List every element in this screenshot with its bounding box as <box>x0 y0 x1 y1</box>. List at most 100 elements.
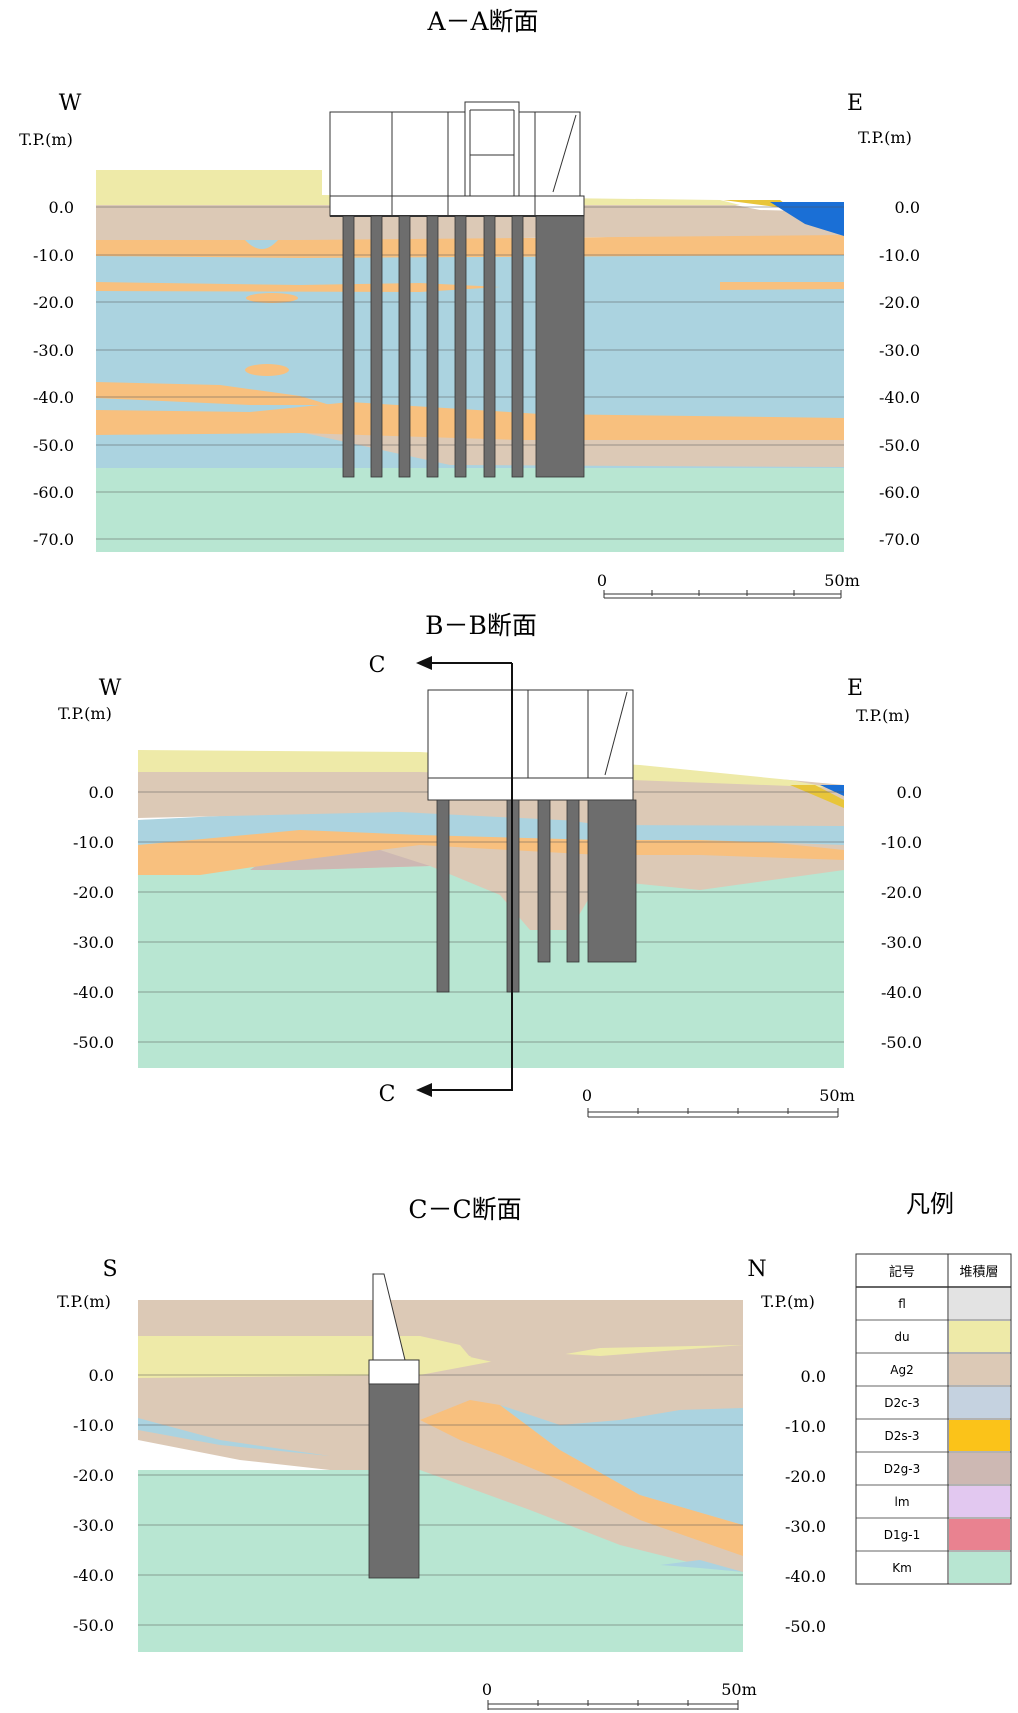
legend-swatch <box>949 1519 1010 1550</box>
aa-layer-ag2-upper <box>96 202 844 240</box>
cc-left-tick: -40.0 <box>73 1566 114 1585</box>
section-aa-strata <box>96 170 844 552</box>
aa-scale-zero: 0 <box>597 571 607 590</box>
cc-layer-d2c3 <box>500 1405 743 1525</box>
cc-scale-zero: 0 <box>482 1680 492 1699</box>
section-cc-left-unit: T.P.(m) <box>57 1292 111 1311</box>
bb-revetment <box>790 785 844 808</box>
legend-title: 凡例 <box>906 1190 954 1218</box>
legend-symbol: fl <box>898 1297 906 1311</box>
section-cc-right-ticks: 0.0 -10.0 -20.0 -30.0 -40.0 -50.0 <box>785 1367 826 1636</box>
aa-left-tick: -60.0 <box>33 483 74 502</box>
aa-lens-d2s3-b <box>245 364 289 376</box>
legend-swatch <box>949 1453 1010 1484</box>
legend-swatch <box>949 1354 1010 1385</box>
bb-right-tick: -20.0 <box>881 883 922 902</box>
bb-right-tick: -50.0 <box>881 1033 922 1052</box>
section-bb-left-direction: W <box>99 676 122 701</box>
section-bb-scale-bar: 0 50m <box>582 1086 855 1118</box>
cut-label-top: C <box>369 653 386 678</box>
legend-row: D2s-3 <box>856 1420 1011 1453</box>
cc-lens-d2c3 <box>138 1418 330 1456</box>
section-bb-right-direction: E <box>847 676 863 701</box>
legend-symbol: D2s-3 <box>884 1429 919 1443</box>
aa-piles <box>342 215 585 478</box>
legend-symbol: lm <box>894 1495 909 1509</box>
aa-left-tick: -40.0 <box>33 388 74 407</box>
section-aa-right-unit: T.P.(m) <box>858 128 912 147</box>
section-cc-scale-bar: 0 50m <box>482 1680 757 1710</box>
legend-row: du <box>856 1321 1011 1354</box>
section-aa-left-ticks: 0.0 -10.0 -20.0 -30.0 -40.0 -50.0 -60.0 … <box>33 198 74 549</box>
legend-header-layer: 堆積層 <box>959 1265 998 1280</box>
section-bb: B－B断面 W E T.P.(m) T.P.(m) <box>58 611 922 1118</box>
bb-scale-end: 50m <box>819 1086 855 1105</box>
legend-symbol: Ag2 <box>890 1363 913 1377</box>
legend-symbol: du <box>894 1330 909 1344</box>
aa-right-tick: -10.0 <box>879 246 920 265</box>
legend-rows: fl du Ag2 D2c-3 D2s-3 D2g-3 lm D1g-1 Km <box>856 1288 1011 1585</box>
cc-mound <box>470 1345 743 1368</box>
bb-right-tick: -30.0 <box>881 933 922 952</box>
legend-swatch <box>949 1288 1010 1319</box>
cc-left-tick: -20.0 <box>73 1466 114 1485</box>
aa-right-tick: -70.0 <box>879 530 920 549</box>
legend-swatch <box>949 1420 1010 1451</box>
aa-left-tick: 0.0 <box>49 198 74 217</box>
bb-left-tick: -20.0 <box>73 883 114 902</box>
aa-scale-end: 50m <box>824 571 860 590</box>
legend-symbol: D1g-1 <box>884 1528 920 1542</box>
bb-scale-zero: 0 <box>582 1086 592 1105</box>
legend-row: D1g-1 <box>856 1519 1011 1552</box>
bb-right-tick: 0.0 <box>897 783 922 802</box>
aa-right-tick: -30.0 <box>879 341 920 360</box>
cc-right-tick: -40.0 <box>785 1567 826 1586</box>
section-cc-strata <box>138 1300 743 1652</box>
section-aa-right-ticks: 0.0 -10.0 -20.0 -30.0 -40.0 -50.0 -60.0 … <box>879 198 920 549</box>
section-cc-right-direction: N <box>747 1257 766 1282</box>
section-cc: C－C断面 S N T.P.(m) T.P.(m) <box>57 1195 826 1710</box>
section-aa-right-direction: E <box>847 91 863 116</box>
legend-symbol: Km <box>892 1561 912 1575</box>
cc-right-tick: 0.0 <box>801 1367 826 1386</box>
section-aa-structure <box>329 101 585 478</box>
bb-left-tick: -30.0 <box>73 933 114 952</box>
cut-arrow-bottom-icon <box>416 1083 432 1097</box>
legend-swatch <box>949 1486 1010 1517</box>
bb-left-tick: 0.0 <box>89 783 114 802</box>
legend: 凡例 記号 堆積層 fl du Ag2 D2c-3 D2s-3 D2g-3 lm D1g-1 K… <box>855 1190 1012 1585</box>
aa-lens-d2s3-a <box>96 382 330 405</box>
cut-label-bottom: C <box>379 1082 396 1107</box>
section-bb-left-ticks: 0.0 -10.0 -20.0 -30.0 -40.0 -50.0 <box>73 783 114 1052</box>
cc-left-tick: 0.0 <box>89 1366 114 1385</box>
bb-left-tick: -10.0 <box>73 833 114 852</box>
section-aa: A－A断面 W E T.P.(m) T.P.(m) <box>19 7 920 599</box>
section-aa-title: A－A断面 <box>426 7 538 36</box>
legend-header-symbol: 記号 <box>889 1264 915 1280</box>
cc-layer-d2s3 <box>420 1400 743 1556</box>
aa-left-tick: -70.0 <box>33 530 74 549</box>
cc-left-tick: -10.0 <box>73 1416 114 1435</box>
legend-symbol: D2g-3 <box>884 1462 920 1476</box>
section-aa-scale-bar: 0 50m <box>597 571 860 599</box>
bb-right-tick: -10.0 <box>881 833 922 852</box>
aa-left-tick: -10.0 <box>33 246 74 265</box>
aa-left-tick: -50.0 <box>33 436 74 455</box>
legend-row: lm <box>856 1486 1011 1519</box>
cc-lens-clay <box>660 1560 743 1572</box>
bb-sea <box>820 785 844 796</box>
aa-left-tick: -30.0 <box>33 341 74 360</box>
section-bb-right-ticks: 0.0 -10.0 -20.0 -30.0 -40.0 -50.0 <box>881 783 922 1052</box>
cc-pile <box>368 1383 420 1579</box>
aa-right-tick: -50.0 <box>879 436 920 455</box>
section-cc-right-unit: T.P.(m) <box>761 1292 815 1311</box>
cc-right-tick: -20.0 <box>785 1467 826 1486</box>
aa-layer-du <box>96 170 740 205</box>
cc-left-tick: -50.0 <box>73 1616 114 1635</box>
aa-right-tick: 0.0 <box>895 198 920 217</box>
cc-scale-end: 50m <box>721 1680 757 1699</box>
bb-left-tick: -50.0 <box>73 1033 114 1052</box>
cc-right-tick: -30.0 <box>785 1517 826 1536</box>
section-cc-left-ticks: 0.0 -10.0 -20.0 -30.0 -40.0 -50.0 <box>73 1366 114 1635</box>
cc-right-tick: -50.0 <box>785 1617 826 1636</box>
